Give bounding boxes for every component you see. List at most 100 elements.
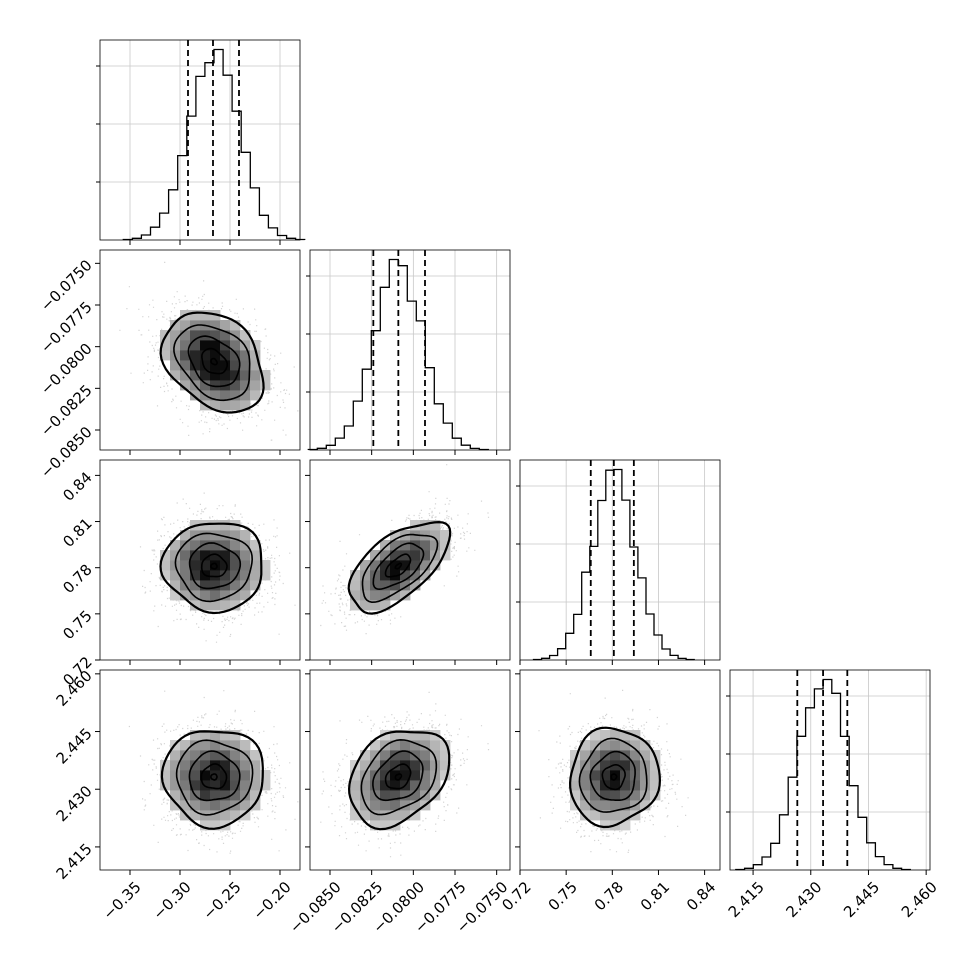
density-cell xyxy=(230,340,241,351)
density-cell xyxy=(210,340,221,351)
density-cell xyxy=(180,760,191,771)
density-cell xyxy=(240,370,251,381)
density-cell xyxy=(250,800,261,811)
density-cell xyxy=(200,590,211,601)
density-cell xyxy=(200,550,211,561)
density-cell xyxy=(380,580,391,591)
density-cell xyxy=(390,580,401,591)
density-cell xyxy=(260,380,271,391)
density-cell xyxy=(610,740,621,751)
panel-frame xyxy=(99,39,301,241)
density-cell xyxy=(250,560,261,571)
density-cell xyxy=(230,330,241,341)
density-cell xyxy=(630,740,641,751)
density-cell xyxy=(580,780,591,791)
y-tick-label: 2.445 xyxy=(53,724,96,767)
density-cell xyxy=(210,390,221,401)
density-cell xyxy=(600,770,611,781)
density-cell xyxy=(160,780,171,791)
contour-line xyxy=(361,533,439,604)
density-cell xyxy=(210,400,221,411)
density-cell xyxy=(250,350,261,361)
density-cell xyxy=(190,780,201,791)
density-cell xyxy=(210,520,221,531)
density-cell xyxy=(590,740,601,751)
density-cell xyxy=(250,780,261,791)
density-cell xyxy=(350,810,361,821)
density-cell xyxy=(580,750,591,761)
density-cell xyxy=(160,350,171,361)
density-cell xyxy=(230,370,241,381)
density-cell xyxy=(190,590,201,601)
density-cell xyxy=(410,760,421,771)
density-cell xyxy=(230,730,241,741)
density-cell xyxy=(190,340,201,351)
density-cell xyxy=(170,370,181,381)
density-cell xyxy=(260,780,271,791)
density-cell xyxy=(390,780,401,791)
density-cell xyxy=(220,750,231,761)
density-cell xyxy=(160,560,171,571)
density-cell xyxy=(230,360,241,371)
density-cell xyxy=(570,780,581,791)
density-cell xyxy=(600,730,611,741)
density-cell xyxy=(210,540,221,551)
density-cell xyxy=(620,820,631,831)
density-cell xyxy=(260,560,271,571)
density-cell xyxy=(420,760,431,771)
x-tick-label: −0.30 xyxy=(150,878,195,923)
density-cell xyxy=(230,790,241,801)
density-cell xyxy=(170,550,181,561)
histogram-0 xyxy=(96,39,306,241)
density-cell xyxy=(410,580,421,591)
contour-line xyxy=(174,532,254,603)
density-cell xyxy=(620,740,631,751)
density-cell xyxy=(200,350,211,361)
panel-3-2 xyxy=(519,669,721,871)
density-cell xyxy=(350,570,361,581)
density-cell xyxy=(370,740,381,751)
density-cell xyxy=(390,800,401,811)
density-cell xyxy=(220,810,231,821)
density-cell xyxy=(170,540,181,551)
density-cell xyxy=(360,600,371,611)
density-cell xyxy=(430,560,441,571)
density-cell xyxy=(170,750,181,761)
density-cell xyxy=(400,540,411,551)
panel-frame xyxy=(99,459,301,661)
density-cell xyxy=(200,800,211,811)
density-cell xyxy=(190,540,201,551)
density-cell xyxy=(390,550,401,561)
density-cell xyxy=(220,360,231,371)
density-cell xyxy=(570,750,581,761)
density-cell xyxy=(420,750,431,761)
density-cell xyxy=(220,590,231,601)
density-cell xyxy=(210,350,221,361)
density-cell xyxy=(370,550,381,561)
density-cell xyxy=(600,760,611,771)
density-cell xyxy=(410,770,421,781)
density-cell xyxy=(180,360,191,371)
density-cell xyxy=(380,750,391,761)
density-cell xyxy=(360,760,371,771)
density-cell xyxy=(640,770,651,781)
density-cell xyxy=(210,330,221,341)
density-cell xyxy=(380,760,391,771)
x-tick-label: −0.35 xyxy=(100,878,145,923)
density-cell xyxy=(590,810,601,821)
density-cell xyxy=(620,780,631,791)
density-cell xyxy=(400,580,411,591)
density-cell xyxy=(210,740,221,751)
density-cell xyxy=(210,810,221,821)
density-cell xyxy=(360,570,371,581)
density-cell xyxy=(220,550,231,561)
density-cell xyxy=(410,520,421,531)
density-cell xyxy=(390,810,401,821)
density-cell xyxy=(420,770,431,781)
density-cell xyxy=(430,540,441,551)
density-cell xyxy=(180,350,191,361)
density-cell xyxy=(350,600,361,611)
density-cell xyxy=(250,750,261,761)
density-cell xyxy=(190,530,201,541)
density-cell xyxy=(400,550,411,561)
